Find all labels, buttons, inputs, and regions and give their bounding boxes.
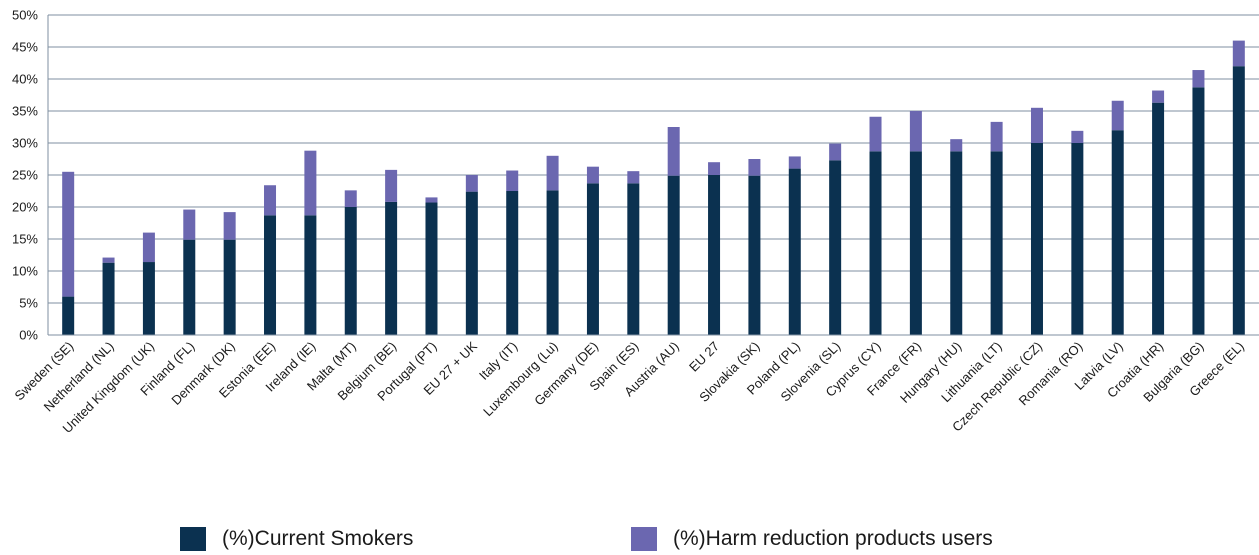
bar-current-smokers — [1152, 102, 1165, 336]
bar-harm-reduction-users — [1232, 40, 1245, 67]
bar-current-smokers — [627, 183, 640, 335]
bar-harm-reduction-users — [909, 111, 922, 152]
bar-harm-reduction-users — [748, 159, 761, 176]
bar-harm-reduction-users — [627, 171, 640, 184]
legend-swatch-harm-reduction-users — [631, 527, 657, 551]
bar-harm-reduction-users — [586, 166, 599, 184]
bar-harm-reduction-users — [1071, 130, 1084, 143]
bar-harm-reduction-users — [990, 121, 1003, 152]
legend-label-current-smokers: (%)Current Smokers — [222, 527, 414, 550]
bar-harm-reduction-users — [102, 257, 115, 263]
bars — [62, 40, 1245, 336]
stacked-bar-chart: 0% 5% 10% 15% 20% 25% 30% 35% 40% 45% 50% Sweden (… — [12, 8, 1259, 436]
y-tick-label: 40% — [12, 72, 38, 87]
y-tick-label: 25% — [12, 168, 38, 183]
legend-label-harm-reduction-users: (%)Harm reduction products users — [673, 527, 993, 550]
bar-current-smokers — [1111, 130, 1124, 335]
bar-current-smokers — [829, 160, 842, 335]
bar-harm-reduction-users — [829, 143, 842, 161]
bar-harm-reduction-users — [506, 170, 519, 191]
bar-harm-reduction-users — [465, 175, 478, 192]
bar-harm-reduction-users — [223, 212, 236, 240]
bar-harm-reduction-users — [344, 190, 357, 207]
bar-current-smokers — [1192, 87, 1205, 335]
legend: (%)Current Smokers (%)Harm reduction pro… — [0, 527, 1259, 555]
y-tick-label: 35% — [12, 104, 38, 119]
bar-harm-reduction-users — [385, 169, 398, 202]
bar-current-smokers — [344, 207, 357, 335]
x-axis-category-labels: Sweden (SE)Netherland (NL)United Kingdom… — [12, 338, 1247, 436]
y-tick-label: 50% — [12, 8, 38, 23]
y-tick-label: 15% — [12, 232, 38, 247]
bar-harm-reduction-users — [950, 139, 963, 152]
axes — [47, 15, 1259, 336]
y-tick-label: 0% — [19, 328, 38, 343]
gridlines — [48, 14, 1259, 304]
y-tick-label: 20% — [12, 200, 38, 215]
y-tick-label: 30% — [12, 136, 38, 151]
bar-current-smokers — [546, 190, 559, 335]
bar-current-smokers — [183, 239, 196, 335]
bar-harm-reduction-users — [1192, 70, 1205, 88]
bar-current-smokers — [950, 151, 963, 335]
bar-current-smokers — [385, 201, 398, 335]
bar-current-smokers — [264, 215, 277, 335]
bar-current-smokers — [909, 151, 922, 335]
bar-current-smokers — [708, 175, 721, 335]
bar-harm-reduction-users — [264, 185, 277, 216]
bar-harm-reduction-users — [142, 232, 155, 263]
bar-current-smokers — [748, 175, 761, 335]
bar-harm-reduction-users — [62, 171, 75, 297]
x-category-label: Netherland (NL) — [41, 339, 117, 415]
bar-current-smokers — [506, 191, 519, 335]
bar-harm-reduction-users — [425, 197, 438, 203]
bar-harm-reduction-users — [667, 127, 680, 176]
legend-swatch-current-smokers — [180, 527, 206, 551]
bar-current-smokers — [62, 296, 75, 335]
bar-current-smokers — [586, 183, 599, 335]
bar-current-smokers — [788, 168, 801, 335]
bar-current-smokers — [142, 262, 155, 335]
y-axis-tick-labels: 0% 5% 10% 15% 20% 25% 30% 35% 40% 45% 50% — [12, 8, 38, 343]
bar-harm-reduction-users — [1152, 90, 1165, 103]
bar-current-smokers — [1071, 143, 1084, 335]
y-tick-label: 5% — [19, 296, 38, 311]
bar-harm-reduction-users — [1111, 100, 1124, 131]
bar-current-smokers — [465, 191, 478, 335]
bar-current-smokers — [304, 215, 317, 335]
legend-item-current-smokers: (%)Current Smokers — [180, 527, 413, 551]
bar-harm-reduction-users — [708, 162, 721, 175]
bar-harm-reduction-users — [183, 209, 196, 240]
bar-harm-reduction-users — [546, 155, 559, 191]
bar-current-smokers — [990, 151, 1003, 335]
x-category-label: Luxembourg (Lu) — [480, 339, 561, 420]
bar-harm-reduction-users — [1030, 107, 1043, 143]
x-category-label: EU 27 — [686, 339, 722, 375]
bar-current-smokers — [1030, 143, 1043, 335]
y-tick-label: 45% — [12, 40, 38, 55]
bar-current-smokers — [223, 239, 236, 335]
bar-harm-reduction-users — [869, 116, 882, 152]
bar-current-smokers — [102, 262, 115, 335]
bar-current-smokers — [1232, 66, 1245, 335]
bar-current-smokers — [425, 202, 438, 335]
bar-current-smokers — [667, 175, 680, 335]
bar-harm-reduction-users — [304, 150, 317, 216]
bar-harm-reduction-users — [788, 156, 801, 169]
legend-item-harm-reduction-users: (%)Harm reduction products users — [631, 527, 993, 551]
y-tick-label: 10% — [12, 264, 38, 279]
bar-current-smokers — [869, 151, 882, 335]
